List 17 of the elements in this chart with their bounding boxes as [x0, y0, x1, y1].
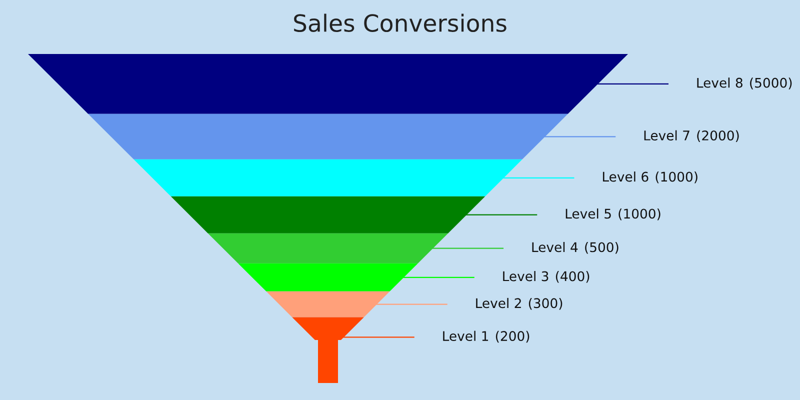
- category-label: Level 7: [644, 130, 690, 140]
- data-label: (1000): [618, 208, 660, 220]
- category-label: Level 4: [532, 242, 578, 252]
- category-label: Level 5: [566, 208, 611, 219]
- category-label: Level 1: [443, 330, 488, 342]
- category-label: Level 8: [697, 78, 742, 88]
- data-label: (400): [556, 271, 590, 283]
- data-label: (2000): [697, 130, 739, 142]
- data-label: (500): [585, 242, 618, 254]
- data-label: (300): [528, 298, 562, 310]
- data-label: (5000): [750, 78, 792, 90]
- category-label: Level 6: [602, 172, 648, 182]
- text: Sales Conversions: [294, 14, 506, 32]
- data-label: (1000): [656, 172, 698, 184]
- category-label: Level 3: [503, 271, 548, 282]
- category-label: Level 2: [476, 298, 521, 308]
- data-label: (200): [496, 330, 530, 343]
